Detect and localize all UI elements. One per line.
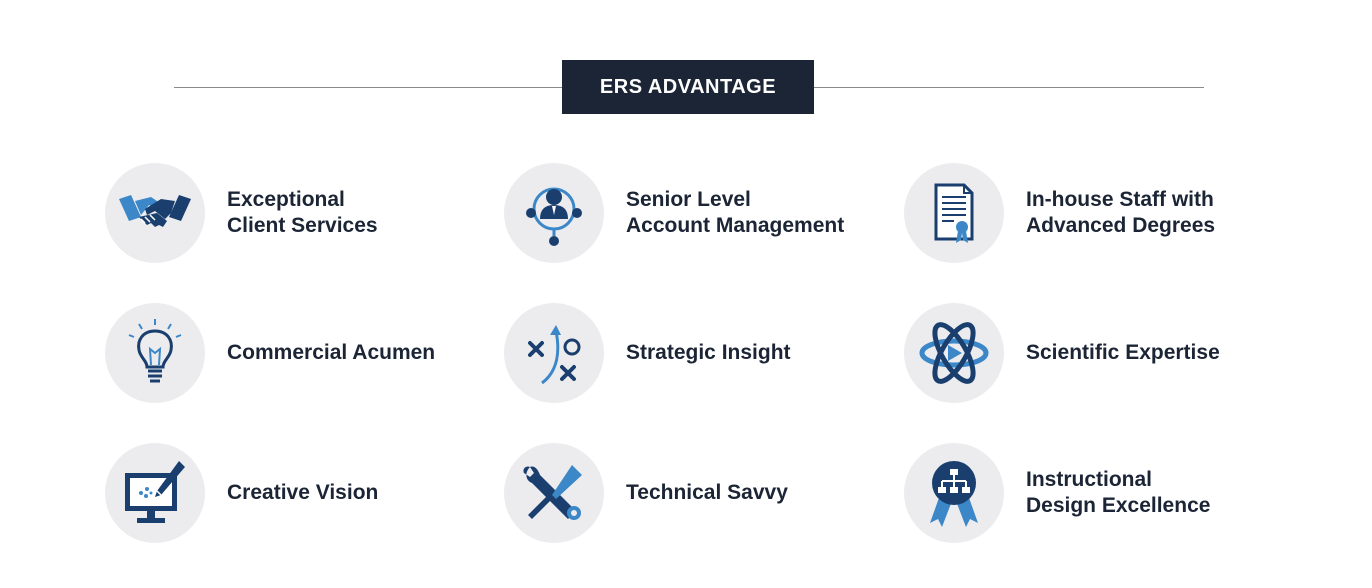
item-label: Instructional Design Excellence — [1026, 467, 1210, 519]
item-label-line1: Strategic Insight — [626, 341, 791, 364]
item-label: Technical Savvy — [626, 480, 788, 506]
item-label-line1: Scientific Expertise — [1026, 341, 1220, 364]
handshake-icon — [105, 163, 205, 263]
item-label: Creative Vision — [227, 480, 378, 506]
certificate-icon — [904, 163, 1004, 263]
award-ribbon-icon — [904, 443, 1004, 543]
item-label: Scientific Expertise — [1026, 340, 1220, 366]
advantage-item-instructional-design: Instructional Design Excellence — [904, 443, 1210, 543]
item-label-line1: Creative Vision — [227, 481, 379, 504]
advantage-item-scientific-expertise: Scientific Expertise — [904, 303, 1220, 403]
strategy-play-icon — [504, 303, 604, 403]
item-label: Strategic Insight — [626, 340, 791, 366]
item-label: Commercial Acumen — [227, 340, 435, 366]
atom-icon — [904, 303, 1004, 403]
advantage-item-technical-savvy: Technical Savvy — [504, 443, 788, 543]
advantage-item-creative-vision: Creative Vision — [105, 443, 378, 543]
advantage-item-advanced-degrees: In-house Staff with Advanced Degrees — [904, 163, 1215, 263]
monitor-pen-icon — [105, 443, 205, 543]
item-label-line1: Senior Level — [626, 188, 751, 211]
item-label-line2: Account Management — [626, 214, 845, 237]
item-label: In-house Staff with Advanced Degrees — [1026, 187, 1215, 239]
account-network-icon — [504, 163, 604, 263]
item-label-line1: Exceptional — [227, 188, 345, 211]
item-label-line2: Advanced Degrees — [1026, 214, 1216, 237]
advantage-item-account-management: Senior Level Account Management — [504, 163, 844, 263]
item-label: Exceptional Client Services — [227, 187, 378, 239]
advantage-item-strategic-insight: Strategic Insight — [504, 303, 791, 403]
section-title-badge: ERS ADVANTAGE — [562, 60, 814, 114]
item-label: Senior Level Account Management — [626, 187, 844, 239]
item-label-line1: In-house Staff with — [1026, 188, 1214, 211]
item-label-line2: Design Excellence — [1026, 494, 1211, 517]
wrench-screwdriver-icon — [504, 443, 604, 543]
item-label-line1: Technical Savvy — [626, 481, 788, 504]
item-label-line1: Instructional — [1026, 468, 1153, 491]
advantage-item-client-services: Exceptional Client Services — [105, 163, 378, 263]
item-label-line2: Client Services — [227, 214, 378, 237]
advantage-item-commercial-acumen: Commercial Acumen — [105, 303, 435, 403]
item-label-line1: Commercial Acumen — [227, 341, 436, 364]
lightbulb-icon — [105, 303, 205, 403]
